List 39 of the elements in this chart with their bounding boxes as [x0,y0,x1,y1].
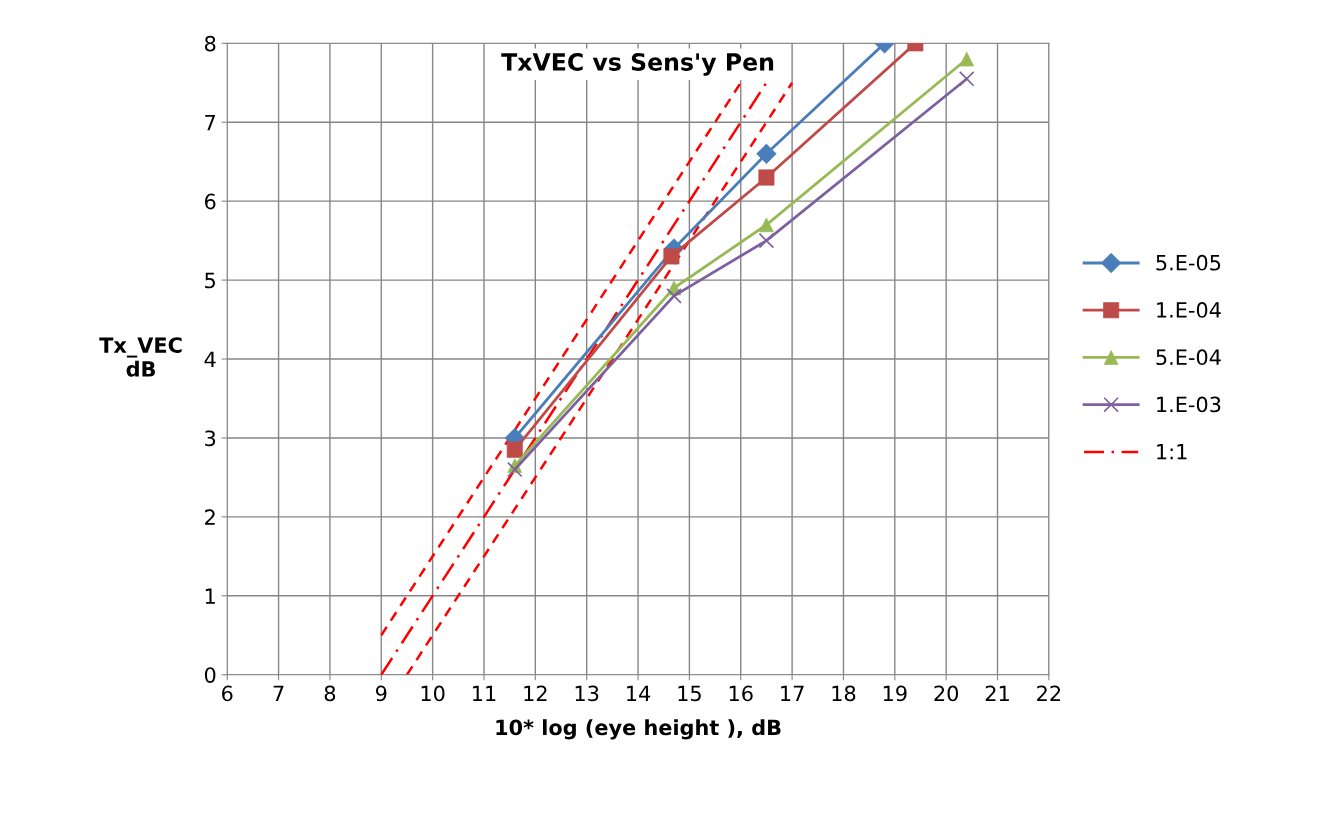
x-tick-label: 13 [575,685,599,702]
x-tick-label: 17 [781,685,804,701]
point [507,461,523,478]
x-tick-label: 11 [473,685,496,701]
legend-label: 1:1 [1157,444,1187,460]
x-tick-label: 8 [324,685,336,702]
legend-label: 1.E-03 [1157,396,1221,413]
x-tick-label: 7 [273,685,284,701]
x-tick-label: 12 [524,685,547,701]
y-tick-label: 8 [204,35,216,52]
x-axis-title: 10* log (eye height ), dB [496,719,781,740]
x-tick-label: 21 [985,685,1009,701]
y-tick-label: 0 [204,667,216,683]
x-tick-label: 15 [678,685,701,702]
point [666,288,682,304]
y-tick-label: 2 [205,509,215,525]
x-tick-label: 20 [934,685,959,702]
chart-title: TxVEC vs Sens'y Pen [501,53,774,76]
x-tick-label: 18 [832,685,856,702]
y-tick-label: 3 [205,430,216,447]
point [756,143,777,164]
x-tick-label: 16 [729,685,753,702]
x-tick-label: 10 [421,685,445,702]
x-tick-label: 9 [375,685,387,702]
y-tick-label: 7 [205,114,216,131]
legend-label: 5.E-05 [1156,254,1221,271]
x-tick-label: 6 [222,685,233,702]
legend-label: 5.E-04 [1156,349,1221,366]
y-tick-label: 1 [205,588,215,604]
legend-label: 1.E-04 [1157,302,1221,318]
x-tick-label: 14 [627,685,651,701]
y-tick-label: 5 [205,272,215,289]
point [958,71,975,87]
y-axis-title: Tx_VEC dB [99,337,182,377]
x-tick-label: 22 [1037,685,1061,701]
x-tick-label: 19 [883,685,907,702]
point [758,232,775,249]
y-tick-label: 4 [204,351,216,367]
y-tick-label: 6 [205,193,216,210]
